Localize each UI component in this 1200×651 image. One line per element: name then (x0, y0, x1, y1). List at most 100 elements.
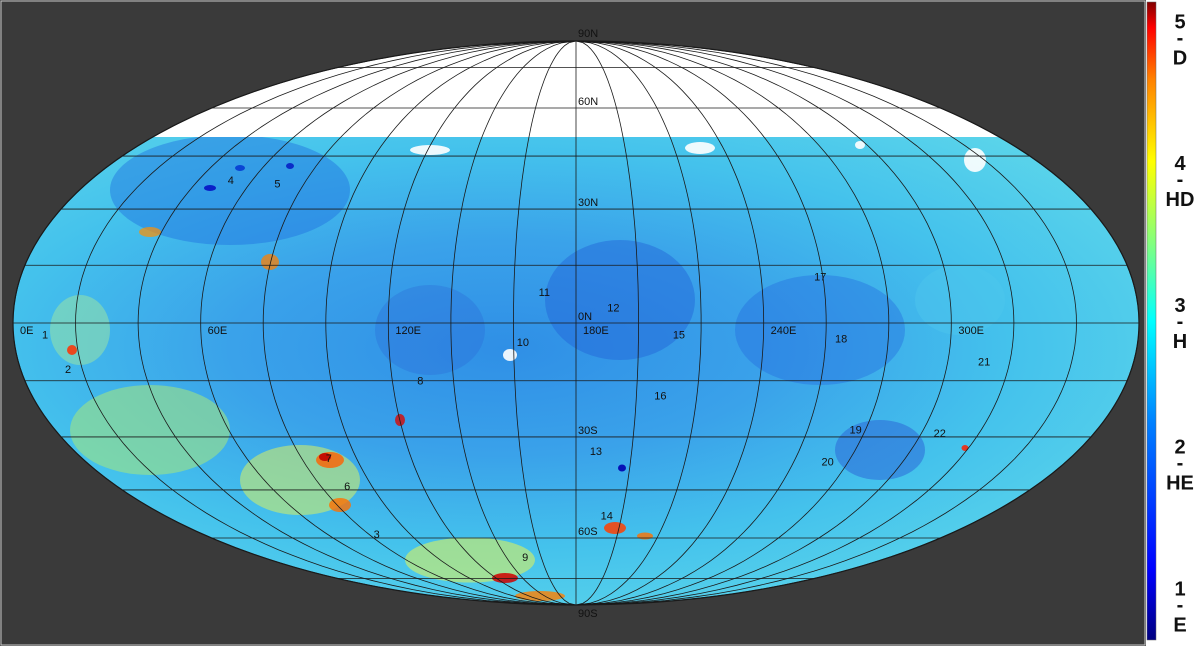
colorbar-dash: - (1177, 169, 1184, 191)
feature-label-13: 13 (590, 446, 602, 458)
meridian-line (575, 40, 702, 606)
feature-label-9: 9 (522, 552, 528, 564)
feature-label-15: 15 (673, 329, 685, 341)
lat-label: 60N (578, 96, 598, 108)
colorbar-value: 4 (1174, 153, 1186, 175)
meridian-line (450, 40, 577, 606)
feature-label-17: 17 (814, 272, 826, 284)
roughness-patch (319, 453, 331, 461)
feature-label-18: 18 (835, 333, 847, 345)
roughness-patch (329, 498, 351, 512)
roughness-patch (835, 420, 925, 480)
roughness-patch (545, 240, 695, 360)
feature-label-10: 10 (517, 337, 529, 349)
meridian-line (200, 40, 577, 606)
colorbar: 1-E2-HE3-H4-HD5-D (1146, 1, 1195, 641)
lat-label: 60S (578, 526, 598, 538)
lon-label: 240E (771, 325, 797, 337)
meridian-line (262, 40, 577, 606)
lon-label: 180E (583, 325, 609, 337)
colorbar-class: E (1173, 614, 1186, 636)
colorbar-value: 5 (1174, 11, 1185, 33)
feature-label-20: 20 (821, 457, 833, 469)
lon-label: 300E (958, 325, 984, 337)
colorbar-class: D (1173, 47, 1187, 69)
nodata-patch (503, 349, 517, 361)
roughness-patch (405, 537, 535, 583)
feature-label-1: 1 (42, 329, 48, 341)
feature-label-19: 19 (849, 424, 861, 436)
meridian-line (325, 40, 577, 606)
feature-label-3: 3 (374, 529, 380, 541)
roughness-patch (261, 254, 279, 270)
nodata-patch (685, 142, 715, 154)
feature-label-5: 5 (274, 178, 280, 190)
meridian-line (75, 40, 577, 606)
lon-label: 0E (20, 325, 33, 337)
lat-label: 90S (578, 608, 598, 620)
roughness-patch (961, 445, 969, 451)
meridian-line (512, 40, 577, 606)
meridian-line (387, 40, 577, 606)
roughness-patch (515, 591, 565, 601)
colorbar-value: 2 (1174, 437, 1185, 459)
colorbar-value: 1 (1174, 578, 1185, 600)
roughness-patch (637, 532, 653, 540)
feature-label-22: 22 (934, 428, 946, 440)
longitude-labels: 0E 60E 120E 180E 240E 300E (20, 325, 984, 337)
colorbar-gradient (1146, 1, 1157, 641)
feature-label-12: 12 (607, 302, 619, 314)
feature-label-16: 16 (654, 391, 666, 403)
colorbar-class: HD (1166, 189, 1195, 211)
meridian-line (575, 40, 952, 606)
lat-label: 90N (578, 28, 598, 40)
roughness-patch (139, 227, 161, 237)
colorbar-class: H (1173, 331, 1187, 353)
roughness-patch (915, 265, 1005, 335)
feature-label-14: 14 (601, 511, 613, 523)
colorbar-dash: - (1177, 594, 1184, 616)
lon-label: 120E (395, 325, 421, 337)
colorbar-dash: - (1177, 27, 1184, 49)
nodata-patch (964, 148, 986, 172)
feature-label-11: 11 (539, 287, 550, 299)
colorbar-value: 3 (1174, 295, 1185, 317)
roughness-patch (492, 573, 518, 583)
lon-label: 60E (208, 325, 228, 337)
roughness-patch (70, 385, 230, 475)
nodata-patch (410, 145, 450, 155)
roughness-patch (618, 464, 626, 472)
lat-label: 0N (578, 311, 592, 323)
colorbar-class: HE (1166, 473, 1194, 495)
nodata-patch (855, 141, 865, 149)
lat-label: 30N (578, 197, 598, 209)
meridian-line (575, 40, 1077, 606)
roughness-patch (235, 165, 245, 171)
latitude-labels: 90N 60N 30N 0N 30S 60S 90S (578, 28, 598, 620)
roughness-patch (604, 522, 626, 534)
feature-label-7: 7 (326, 453, 332, 465)
meridian-line (137, 40, 577, 606)
feature-label-4: 4 (228, 175, 234, 187)
meridian-line (575, 40, 827, 606)
meridian-line (575, 40, 890, 606)
feature-label-21: 21 (978, 356, 990, 368)
colorbar-dash: - (1177, 453, 1184, 475)
meridian-line (575, 40, 640, 606)
feature-label-6: 6 (344, 481, 350, 493)
meridian-line (575, 40, 1015, 606)
roughness-patch (375, 285, 485, 375)
roughness-patch (286, 163, 294, 169)
meridian-line (575, 40, 765, 606)
roughness-patch (67, 345, 77, 355)
roughness-patch (204, 185, 216, 191)
feature-label-2: 2 (65, 364, 71, 376)
colorbar-dash: - (1177, 311, 1184, 333)
map-outline (12, 40, 1140, 606)
roughness-patch (50, 295, 110, 365)
lat-label: 30S (578, 425, 598, 437)
feature-label-8: 8 (417, 376, 423, 388)
